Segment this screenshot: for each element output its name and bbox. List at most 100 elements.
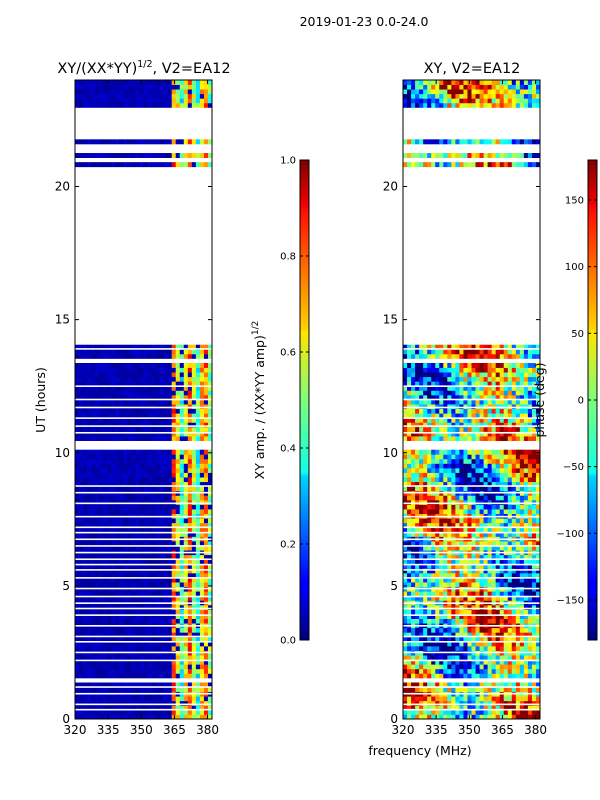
heatmap-cell (491, 673, 497, 679)
heatmap-cell (203, 408, 209, 414)
heatmap-cell (495, 477, 501, 483)
heatmap-cell (91, 417, 96, 423)
heatmap-cell (435, 682, 440, 688)
heatmap-cell (183, 449, 189, 455)
heatmap-cell (423, 481, 428, 487)
heatmap-cell (127, 632, 132, 638)
heatmap-cell (191, 381, 197, 387)
heatmap-cell (147, 413, 152, 419)
heatmap-cell (111, 609, 116, 615)
heatmap-cell (191, 700, 197, 706)
heatmap-cell (183, 102, 189, 108)
heatmap-cell (123, 645, 128, 651)
heatmap-cell (495, 495, 501, 501)
heatmap-cell (207, 618, 213, 624)
heatmap-cell (427, 481, 432, 487)
heatmap-cell (203, 554, 209, 560)
heatmap-cell (191, 641, 197, 647)
heatmap-cell (163, 705, 169, 711)
heatmap-cell (83, 572, 88, 578)
heatmap-cell (115, 477, 120, 483)
heatmap-cell (175, 458, 181, 464)
heatmap-cell (495, 563, 501, 569)
heatmap-cell (403, 714, 408, 720)
heatmap-cell (159, 522, 165, 528)
heatmap-cell (139, 518, 144, 524)
heatmap-cell (463, 577, 468, 583)
heatmap-cell (123, 687, 128, 693)
heatmap-cell (163, 404, 169, 410)
heatmap-cell (159, 709, 165, 715)
heatmap-cell (171, 162, 177, 168)
heatmap-cell (475, 682, 480, 688)
heatmap-cell (463, 700, 468, 706)
heatmap-cell (99, 93, 104, 99)
heatmap-cell (135, 98, 140, 104)
heatmap-cell (87, 349, 92, 355)
heatmap-cell (531, 559, 537, 565)
heatmap-cell (531, 709, 537, 715)
heatmap-cell (455, 527, 460, 533)
heatmap-cell (139, 687, 144, 693)
heatmap-cell (187, 668, 193, 674)
colorbar-tick-label: 0.8 (280, 252, 296, 263)
heatmap-cell (527, 696, 533, 702)
heatmap-cell (111, 504, 116, 510)
heatmap-cell (163, 349, 169, 355)
heatmap-cell (435, 531, 440, 537)
heatmap-cell (171, 595, 177, 601)
heatmap-cell (531, 563, 537, 569)
heatmap-cell (147, 80, 152, 85)
heatmap-cell (139, 344, 144, 350)
heatmap-cell (91, 381, 96, 387)
heatmap-cell (495, 618, 501, 624)
heatmap-cell (195, 504, 201, 510)
heatmap-cell (491, 540, 497, 546)
heatmap-cell (495, 504, 501, 510)
amplitude-panel: XY/(XX*YY)1/2, V2=EA12 320 335 350 365 38005… (33, 59, 231, 737)
heatmap-cell (199, 664, 205, 670)
heatmap-cell (143, 518, 148, 524)
heatmap-cell (119, 463, 124, 469)
heatmap-cell (479, 604, 484, 610)
heatmap-cell (179, 367, 185, 373)
heatmap-cell (127, 563, 132, 569)
heatmap-cell (475, 614, 480, 619)
heatmap-cell (475, 518, 480, 524)
heatmap-cell (103, 700, 108, 706)
heatmap-cell (451, 540, 456, 546)
heatmap-cell (99, 700, 104, 706)
heatmap-cell (511, 700, 517, 706)
heatmap-cell (75, 591, 80, 597)
heatmap-cell (191, 362, 197, 368)
heatmap-cell (187, 559, 193, 565)
heatmap-cell (151, 696, 156, 702)
heatmap-cell (187, 627, 193, 633)
heatmap-cell (523, 604, 529, 610)
heatmap-cell (427, 509, 432, 514)
heatmap-cell (111, 577, 116, 583)
heatmap-cell (167, 413, 173, 419)
heatmap-cell (171, 700, 177, 706)
heatmap-cell (115, 627, 120, 633)
heatmap-cell (163, 80, 169, 85)
heatmap-cell (99, 636, 104, 642)
heatmap-cell (115, 385, 120, 391)
heatmap-cell (463, 614, 468, 619)
heatmap-cell (507, 595, 513, 601)
heatmap-cell (427, 655, 432, 661)
heatmap-cell (91, 705, 96, 711)
heatmap-cell (171, 481, 177, 487)
heatmap-cell (515, 454, 521, 460)
heatmap-cell (79, 413, 84, 419)
heatmap-cell (415, 454, 420, 460)
heatmap-cell (111, 426, 116, 432)
heatmap-cell (99, 709, 104, 715)
heatmap-cell (99, 609, 104, 615)
heatmap-cell (203, 659, 209, 665)
heatmap-cell (83, 454, 88, 460)
heatmap-cell (443, 522, 448, 528)
heatmap-cell (147, 568, 152, 574)
heatmap-cell (131, 404, 136, 410)
heatmap-cell (107, 463, 112, 469)
